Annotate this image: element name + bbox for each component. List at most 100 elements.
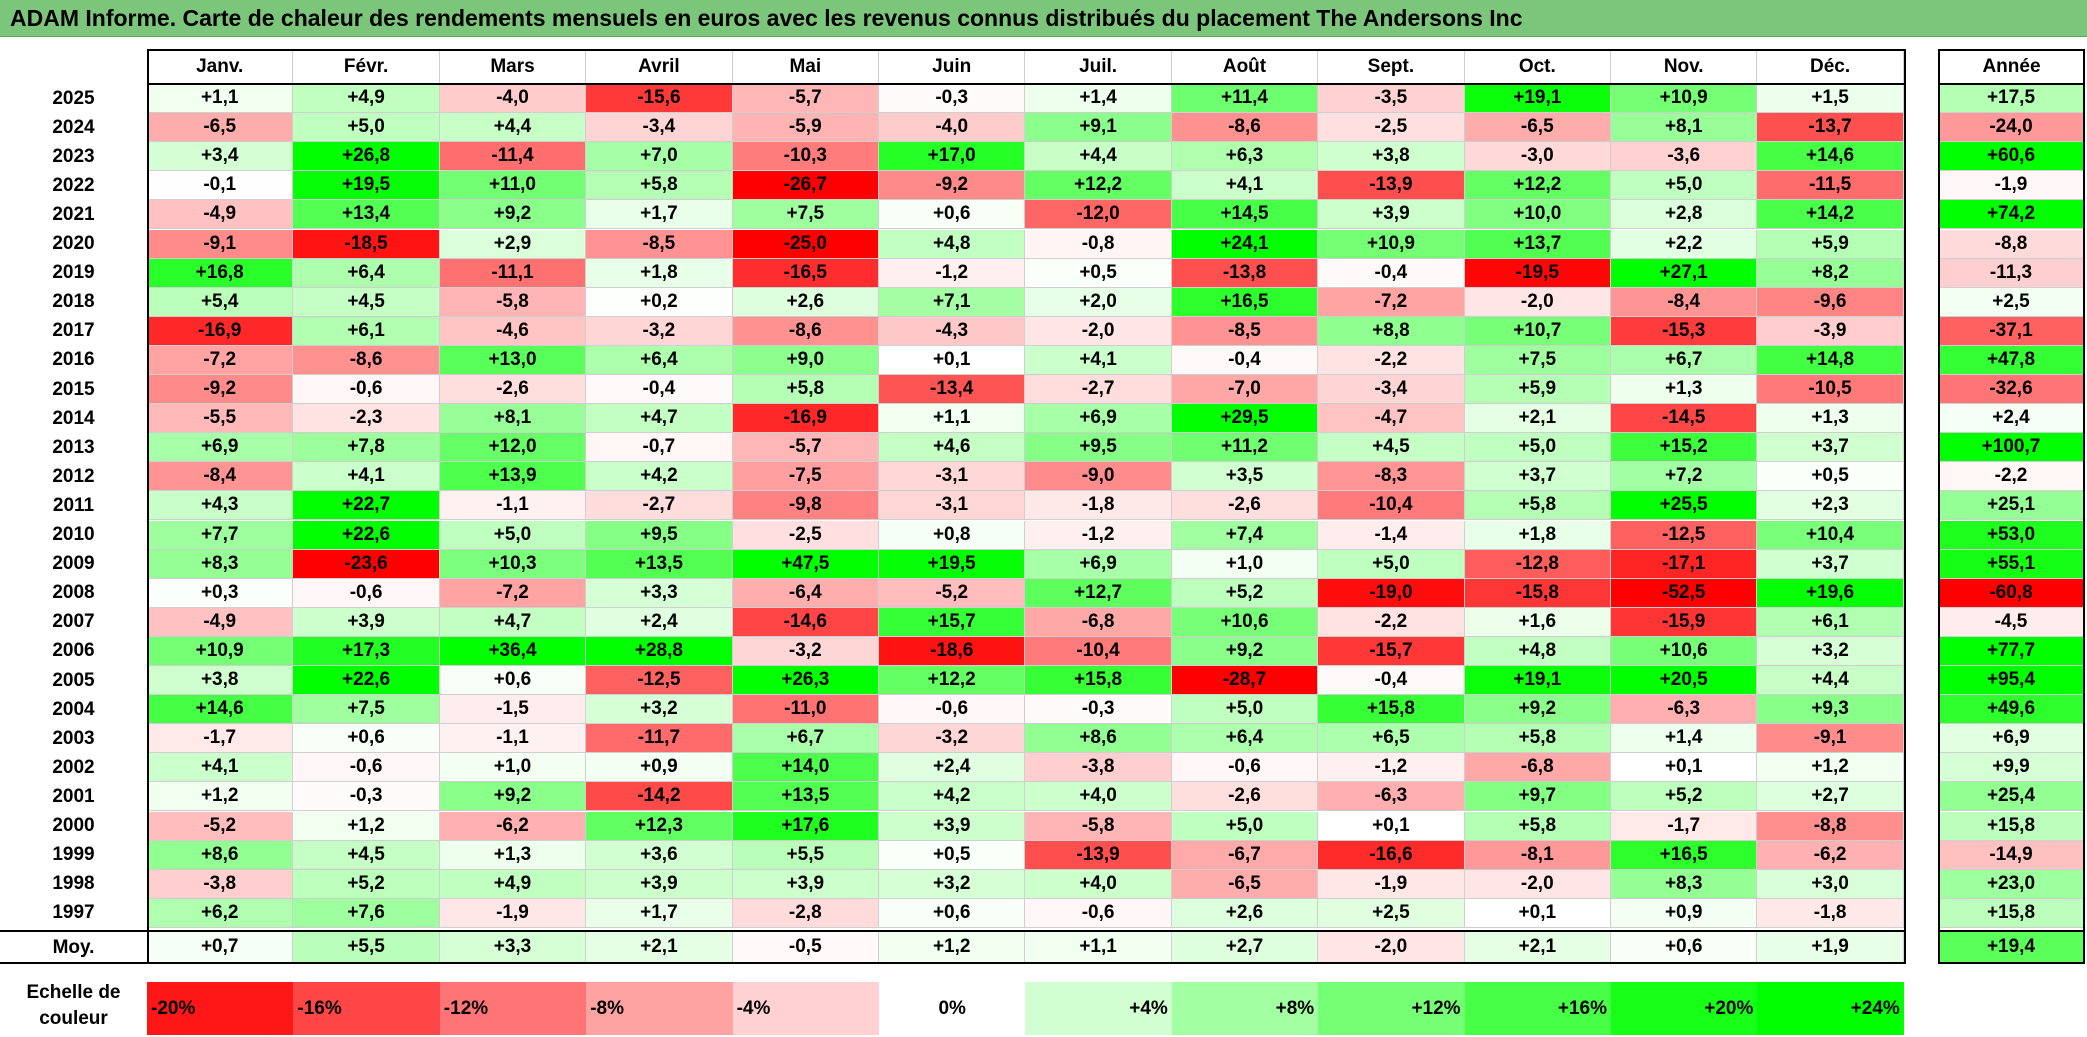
heatmap-cell: +0,6 (879, 200, 1026, 230)
annual-cell: +6,9 (1938, 724, 2085, 754)
heatmap-cell: +14,6 (1757, 142, 1904, 172)
heatmap-cell: +3,4 (147, 142, 294, 172)
row-year-label: 2009 (52, 553, 95, 575)
heatmap-cell: -14,2 (586, 782, 733, 812)
heatmap-cell: +7,5 (293, 695, 440, 725)
heatmap-cell: +5,9 (1464, 375, 1611, 405)
heatmap-cell: -2,6 (1171, 782, 1319, 812)
heatmap-cell: -5,5 (147, 404, 294, 434)
heatmap-cell: -10,3 (732, 142, 879, 172)
heatmap-cell: +19,6 (1757, 578, 1904, 608)
row-year-label: 2013 (52, 436, 95, 458)
heatmap-cell: -0,4 (1318, 258, 1465, 288)
heatmap-cell: -11,4 (439, 142, 587, 172)
heatmap-cell: +3,9 (1318, 200, 1465, 230)
heatmap-cell: +7,1 (879, 287, 1026, 317)
heatmap-cell: -3,2 (732, 636, 879, 666)
heatmap-cell: -6,7 (1171, 840, 1319, 870)
heatmap-cell: +3,2 (586, 695, 733, 725)
heatmap-cell: +9,2 (439, 200, 587, 230)
average-annual-cell: +19,4 (1938, 931, 2085, 964)
heatmap-cell: -13,8 (1171, 258, 1319, 288)
year-total-header: Année (1938, 49, 2085, 84)
heatmap-cell: +17,6 (732, 811, 879, 841)
annual-cell: +23,0 (1938, 869, 2085, 899)
heatmap-cell: -2,0 (1464, 869, 1611, 899)
heatmap-cell: +0,5 (1025, 258, 1172, 288)
heatmap-cell: +1,2 (293, 811, 440, 841)
heatmap-cell: +4,1 (293, 462, 440, 492)
heatmap-cell: -6,2 (1757, 840, 1904, 870)
heatmap-cell: -3,8 (147, 869, 294, 899)
heatmap-cell: -18,5 (293, 229, 440, 259)
row-year-label: 1998 (52, 873, 95, 895)
heatmap-cell: +6,9 (1025, 549, 1172, 579)
annual-cell: +9,9 (1938, 753, 2085, 783)
heatmap-cell: +11,4 (1171, 84, 1319, 114)
heatmap-cell: -23,6 (293, 549, 440, 579)
heatmap-cell: -6,5 (147, 113, 294, 143)
heatmap-cell: -25,0 (732, 229, 879, 259)
row-year-label: 2022 (52, 174, 95, 196)
heatmap-cell: -26,7 (732, 171, 879, 201)
row-year-label: 2012 (52, 465, 95, 487)
heatmap-cell: +13,9 (439, 462, 587, 492)
heatmap-cell: -8,4 (1611, 287, 1758, 317)
heatmap-cell: +15,8 (1318, 695, 1465, 725)
heatmap-cell: -13,9 (1318, 171, 1465, 201)
heatmap-cell: -52,5 (1611, 578, 1758, 608)
heatmap-cell: +10,7 (1464, 316, 1611, 346)
heatmap-cell: +10,3 (439, 549, 587, 579)
heatmap-cell: -10,4 (1025, 636, 1172, 666)
heatmap-cell: +17,0 (879, 142, 1026, 172)
heatmap-cell: +7,5 (732, 200, 879, 230)
month-header: Sept. (1318, 49, 1465, 84)
color-scale-stop: -8% (586, 982, 733, 1035)
annual-cell: -4,5 (1938, 607, 2085, 637)
heatmap-cell: -1,9 (439, 898, 587, 928)
annual-cell: -11,3 (1938, 258, 2085, 288)
heatmap-cell: -2,7 (586, 491, 733, 521)
heatmap-cell: +24,1 (1171, 229, 1319, 259)
heatmap-cell: +3,7 (1757, 433, 1904, 463)
heatmap-cell: +1,4 (1025, 84, 1172, 114)
heatmap-cell: -8,1 (1464, 840, 1611, 870)
annual-cell: -37,1 (1938, 316, 2085, 346)
heatmap-cell: +9,5 (586, 520, 733, 550)
heatmap-cell: +4,1 (147, 753, 294, 783)
color-scale-stop: +16% (1464, 982, 1611, 1035)
heatmap-cell: +5,8 (1464, 724, 1611, 754)
heatmap-cell: -12,5 (586, 666, 733, 696)
row-year-label: 2016 (52, 349, 95, 371)
heatmap-cell: -0,6 (293, 375, 440, 405)
average-cell: +1,9 (1757, 931, 1904, 964)
heatmap-cell: -4,3 (879, 316, 1026, 346)
row-year-label: 2000 (52, 815, 95, 837)
heatmap-cell: +13,0 (439, 345, 587, 375)
average-cell: +1,1 (1025, 931, 1172, 964)
heatmap-cell: -5,2 (879, 578, 1026, 608)
heatmap-cell: -9,2 (147, 375, 294, 405)
heatmap-cell: +13,5 (586, 549, 733, 579)
heatmap-cell: +0,9 (1611, 898, 1758, 928)
heatmap-cell: +5,0 (1171, 811, 1319, 841)
heatmap-cell: -15,8 (1464, 578, 1611, 608)
heatmap-cell: +8,3 (1611, 869, 1758, 899)
heatmap-cell: -0,4 (1318, 666, 1465, 696)
heatmap-cell: +29,5 (1171, 404, 1319, 434)
heatmap-cell: +15,7 (879, 607, 1026, 637)
heatmap-cell: -2,8 (732, 898, 879, 928)
row-year-label: 2024 (52, 116, 95, 138)
color-scale-stop: -16% (293, 982, 440, 1035)
heatmap-cell: -8,8 (1757, 811, 1904, 841)
heatmap-cell: +7,2 (1611, 462, 1758, 492)
heatmap-cell: +3,9 (293, 607, 440, 637)
color-scale-stop: -20% (147, 982, 294, 1035)
heatmap-cell: -15,6 (586, 84, 733, 114)
heatmap-cell: -8,5 (1171, 316, 1319, 346)
heatmap-cell: -7,2 (1318, 287, 1465, 317)
heatmap-cell: -3,5 (1318, 84, 1465, 114)
heatmap-cell: -2,7 (1025, 375, 1172, 405)
annual-cell: -60,8 (1938, 578, 2085, 608)
